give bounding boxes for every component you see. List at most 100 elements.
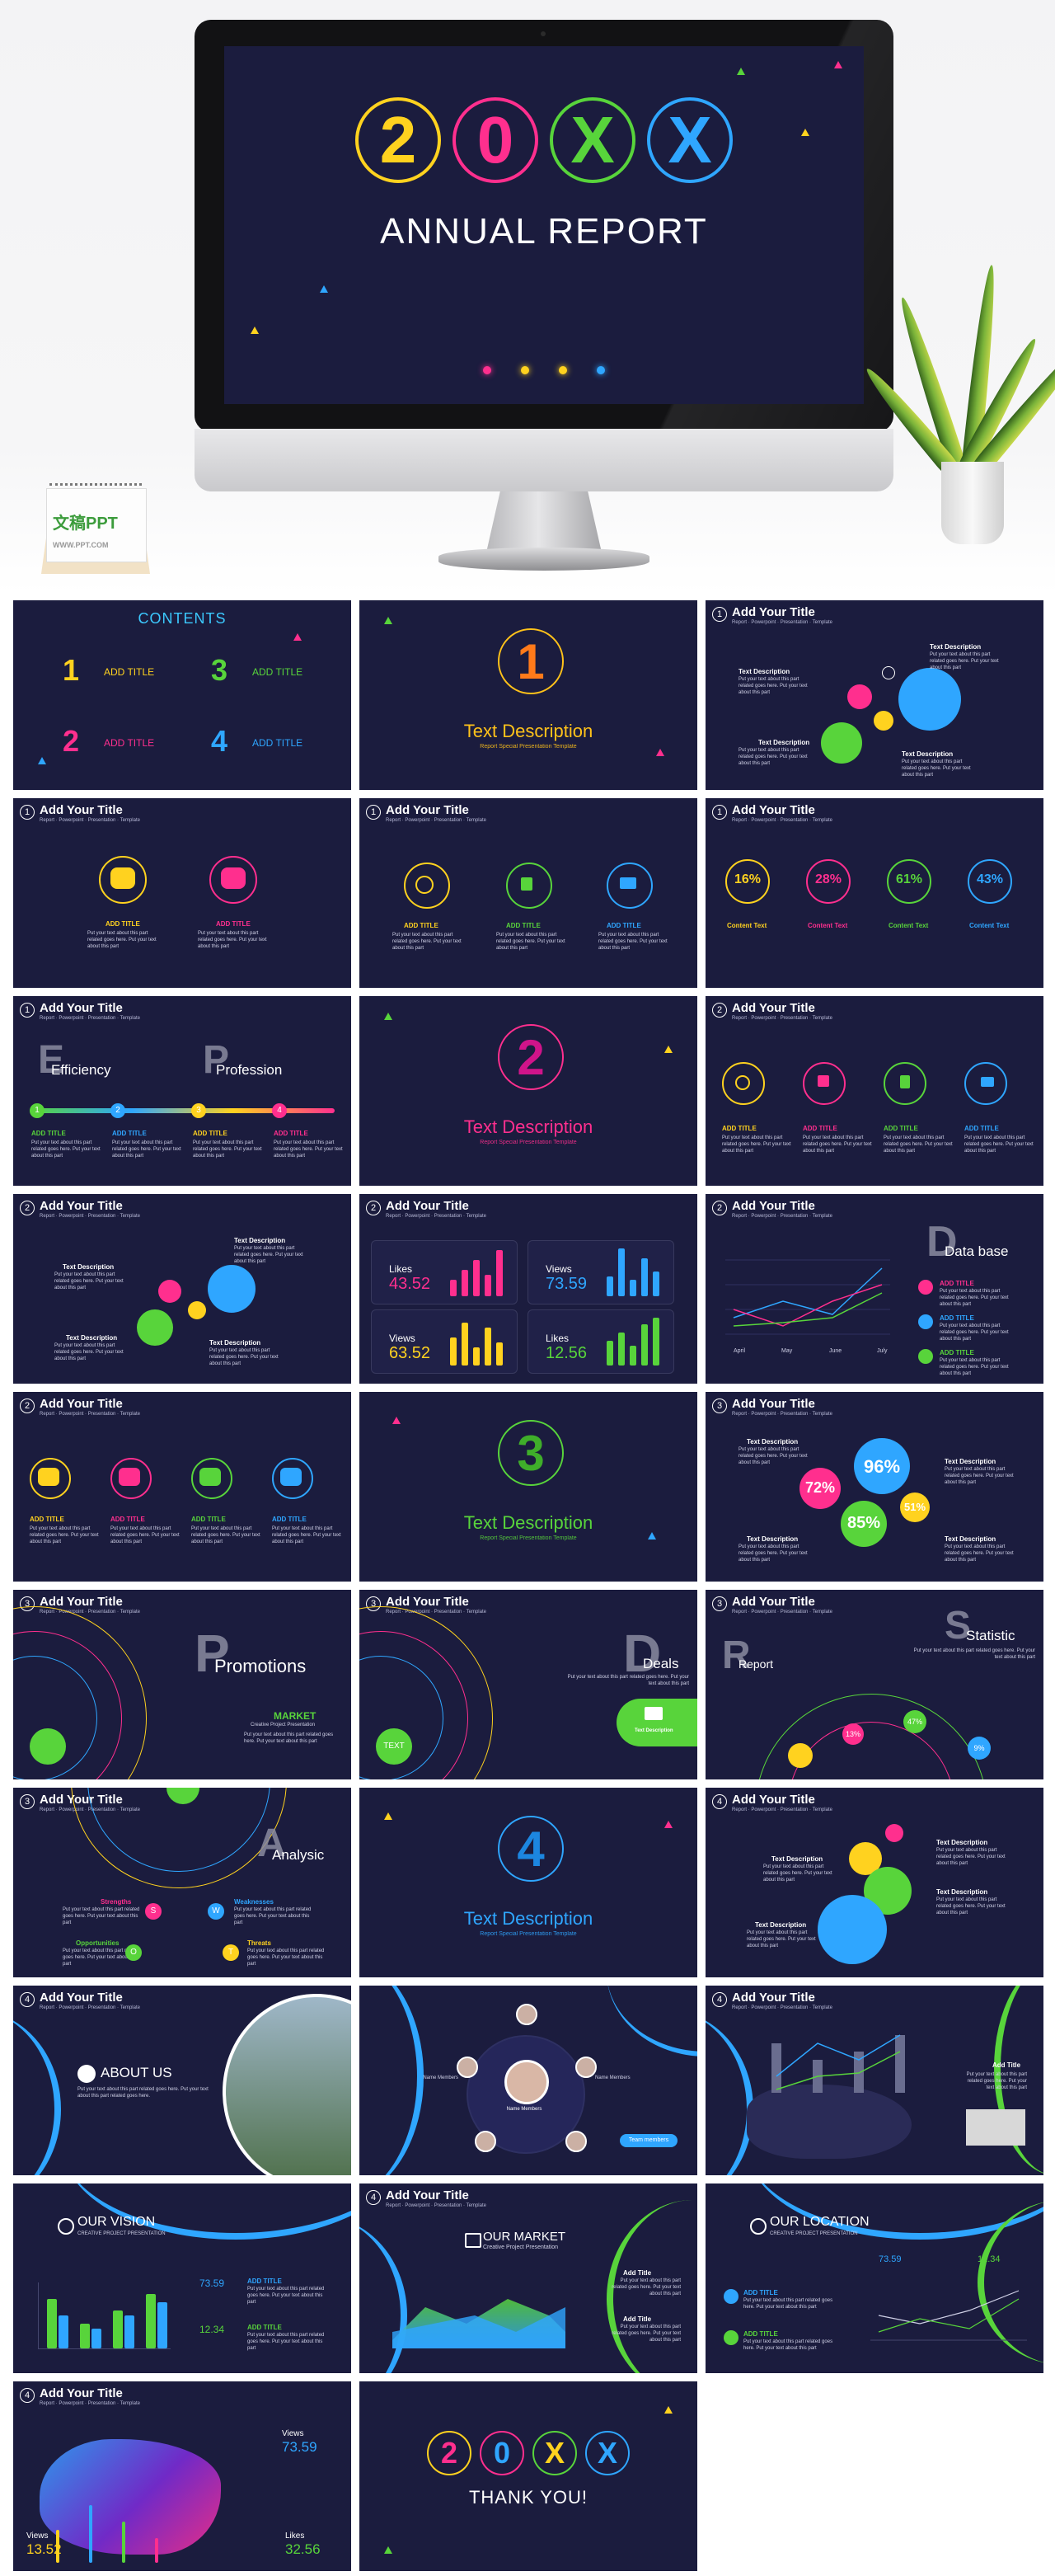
text-desc-body: Put your text about this part related go… — [936, 1897, 1006, 1916]
map-bars — [40, 2497, 188, 2563]
header-title: Add Your Title — [40, 803, 123, 817]
add-title-label: ADD TITLE — [964, 1125, 999, 1132]
stat-label: Views — [26, 2531, 49, 2541]
add-title-label: ADD TITLE — [31, 1130, 66, 1137]
slide-bubbles[interactable]: 3 Add Your Title Report · Powerpoint · P… — [706, 1392, 1043, 1582]
slide-database[interactable]: 2 Add Your Title Report · Powerpoint · P… — [706, 1194, 1043, 1384]
section-subtitle: Report Special Presentation Template — [480, 1931, 577, 1937]
header-number: 3 — [712, 1398, 727, 1413]
slide-section-1[interactable]: 1 Text Description Report Special Presen… — [359, 600, 697, 790]
body-text: Put your text about this part related go… — [392, 933, 462, 951]
avatar — [516, 2004, 537, 2025]
slide-thank-you[interactable]: 2 0 X X THANK YOU! — [359, 2381, 697, 2571]
section-number: 3 — [517, 1426, 545, 1481]
contents-label: ADD TITLE — [104, 737, 155, 749]
header-number: 1 — [366, 805, 381, 820]
slide-about-us[interactable]: 4 Add Your Title Report · Powerpoint · P… — [13, 1986, 351, 2175]
slide-section-4[interactable]: 4 Text Description Report Special Presen… — [359, 1788, 697, 1977]
slide-progress[interactable]: 1 Add Your Title Report · Powerpoint · P… — [706, 798, 1043, 988]
chat-icon — [199, 1468, 221, 1486]
add-title-label: ADD TITLE — [191, 1516, 226, 1523]
timeline-node: 2 — [110, 1103, 125, 1118]
body-text: Put your text about this part related go… — [722, 1135, 791, 1154]
slide-world-chart[interactable]: 4 Add Your Title Report · Powerpoint · P… — [706, 1986, 1043, 2175]
slide-map-stats[interactable]: 4 Add Your Title Report · Powerpoint · P… — [13, 2381, 351, 2571]
stat-value: 63.52 — [389, 1344, 431, 1362]
add-title-label: ADD TITLE — [607, 922, 641, 929]
slide-three-icons[interactable]: 1 Add Your Title Report · Powerpoint · P… — [359, 798, 697, 988]
header-subtitle: Report · Powerpoint · Presentation · Tem… — [40, 818, 140, 823]
slide-location[interactable]: OUR LOCATION CREATIVE PROJECT PRESENTATI… — [706, 2183, 1043, 2373]
body-text: Put your text about this part related go… — [496, 933, 565, 951]
swot-badge: O — [125, 1944, 142, 1961]
monitor-icon — [208, 1265, 256, 1313]
header-title: Add Your Title — [732, 1793, 815, 1807]
slide-vision[interactable]: OUR VISION CREATIVE PROJECT PRESENTATION… — [13, 2183, 351, 2373]
header-number: 4 — [366, 2190, 381, 2205]
add-title-label: ADD TITLE — [106, 920, 140, 928]
slide-swot[interactable]: 3 Add Your Title Report · Powerpoint · P… — [13, 1788, 351, 1977]
text-desc-label: Text Description — [66, 1334, 118, 1342]
text-desc-body: Put your text about this part related go… — [234, 1246, 303, 1264]
slide-contents[interactable]: CONTENTS 1 ADD TITLE 3 ADD TITLE 2 ADD T… — [13, 600, 351, 790]
slide-timeline[interactable]: 1 Add Your Title Report · Powerpoint · P… — [13, 996, 351, 1186]
text-desc-body: Put your text about this part related go… — [763, 1864, 832, 1883]
add-title-label: ADD TITLE — [940, 1349, 974, 1356]
big-letter: R — [722, 1634, 751, 1677]
slide-icons-cluster-2[interactable]: 2 Add Your Title Report · Powerpoint · P… — [13, 1194, 351, 1384]
slide-icons-cluster[interactable]: 1 Add Your Title Report · Powerpoint · P… — [706, 600, 1043, 790]
swot-title: Opportunities — [76, 1939, 120, 1947]
team-members-button[interactable]: Team members — [620, 2134, 678, 2147]
header-title: Add Your Title — [386, 803, 469, 817]
slide-section-3[interactable]: 3 Text Description Report Special Presen… — [359, 1392, 697, 1582]
slide-icon-bubbles[interactable]: 4 Add Your Title Report · Powerpoint · P… — [706, 1788, 1043, 1977]
stat-label: Likes — [389, 1263, 413, 1275]
slide-two-icons[interactable]: 1 Add Your Title Report · Powerpoint · P… — [13, 798, 351, 988]
header-subtitle: Report · Powerpoint · Presentation · Tem… — [732, 2005, 832, 2010]
avatar — [475, 2131, 496, 2152]
text-desc-body: Put your text about this part related go… — [930, 652, 999, 670]
slide-market[interactable]: 4 Add Your Title Report · Powerpoint · P… — [359, 2183, 697, 2373]
body-text: Put your text about this part related go… — [940, 1323, 1009, 1342]
header-number: 4 — [20, 2388, 35, 2403]
bar-line-chart — [771, 2034, 905, 2093]
text-button[interactable]: TEXT — [376, 1728, 412, 1765]
header-subtitle: Report · Powerpoint · Presentation · Tem… — [732, 1016, 832, 1021]
big-letter: P — [203, 1038, 230, 1082]
stat-value: 73.59 — [282, 2439, 317, 2455]
contents-label: ADD TITLE — [104, 666, 155, 678]
svg-text:June: June — [829, 1348, 842, 1354]
body-text: Put your text about this part related go… — [247, 2333, 325, 2351]
header-subtitle: Report · Powerpoint · Presentation · Tem… — [40, 1610, 140, 1615]
slide-four-badges[interactable]: 2 Add Your Title Report · Powerpoint · P… — [13, 1392, 351, 1582]
world-map — [747, 2085, 912, 2159]
body-text: Put your text about this part related go… — [110, 1526, 180, 1544]
avatar — [457, 2057, 478, 2078]
stat-value: 43.52 — [389, 1275, 431, 1293]
text-desc-label: Text Description — [936, 1839, 988, 1846]
slide-four-icons[interactable]: 2 Add Your Title Report · Powerpoint · P… — [706, 996, 1043, 1186]
globe-dot — [166, 1788, 199, 1804]
slide-team[interactable]: Name Members Name Members Name Members T… — [359, 1986, 697, 2175]
slide-promotions[interactable]: 3 Add Your Title Report · Powerpoint · P… — [13, 1590, 351, 1779]
contents-num: 2 — [63, 724, 80, 758]
big-letter: E — [38, 1038, 65, 1082]
timeline-node: 4 — [272, 1103, 287, 1118]
add-title-label: ADD TITLE — [506, 922, 541, 929]
year-digit: 0 — [476, 103, 514, 176]
contents-num: 1 — [63, 653, 80, 687]
slide-stat-panels[interactable]: 2 Add Your Title Report · Powerpoint · P… — [359, 1194, 697, 1384]
body-text: Put your text about this part related go… — [966, 2072, 1027, 2090]
text-desc-body: Put your text about this part related go… — [209, 1348, 279, 1366]
mail-icon — [620, 877, 636, 889]
header-title: Add Your Title — [732, 1991, 815, 2005]
add-title-label: ADD TITLE — [110, 1516, 145, 1523]
statistic-word: Statistic — [966, 1628, 1015, 1643]
header-subtitle: Report · Powerpoint · Presentation · Tem… — [732, 1214, 832, 1219]
idea-icon — [735, 1075, 750, 1090]
slide-deals[interactable]: 3 Add Your Title Report · Powerpoint · P… — [359, 1590, 697, 1779]
slide-section-2[interactable]: 2 Text Description Report Special Presen… — [359, 996, 697, 1186]
market-sub: Creative Project Presentation — [483, 2245, 559, 2250]
stat-label: Views — [389, 1333, 415, 1344]
slide-statistic[interactable]: 3 Add Your Title Report · Powerpoint · P… — [706, 1590, 1043, 1779]
